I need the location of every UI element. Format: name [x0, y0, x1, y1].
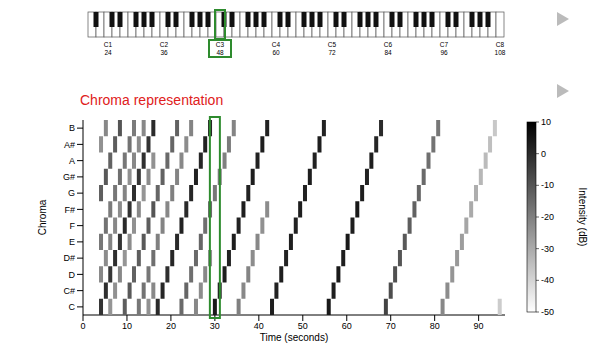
svg-text:C5: C5	[328, 41, 337, 48]
svg-text:30: 30	[210, 321, 220, 331]
svg-text:10: 10	[122, 321, 132, 331]
svg-text:A: A	[69, 156, 75, 166]
svg-text:Chroma: Chroma	[37, 199, 48, 235]
svg-text:70: 70	[386, 321, 396, 331]
svg-text:C1: C1	[104, 41, 113, 48]
svg-text:72: 72	[328, 49, 336, 56]
svg-text:C2: C2	[160, 41, 169, 48]
svg-text:80: 80	[430, 321, 440, 331]
svg-text:-50: -50	[541, 307, 554, 317]
svg-text:C6: C6	[384, 41, 393, 48]
svg-text:96: 96	[440, 49, 448, 56]
svg-text:-40: -40	[541, 275, 554, 285]
svg-text:F#: F#	[64, 205, 75, 215]
svg-text:0: 0	[541, 149, 546, 159]
svg-text:40: 40	[254, 321, 264, 331]
svg-text:B: B	[69, 123, 75, 133]
svg-text:C4: C4	[272, 41, 281, 48]
svg-text:24: 24	[104, 49, 112, 56]
svg-text:90: 90	[474, 321, 484, 331]
svg-text:50: 50	[298, 321, 308, 331]
svg-text:A#: A#	[64, 140, 75, 150]
svg-text:C3: C3	[216, 41, 225, 48]
svg-text:C: C	[69, 302, 76, 312]
svg-text:48: 48	[216, 49, 224, 56]
svg-text:Chroma representation: Chroma representation	[80, 92, 223, 108]
svg-text:108: 108	[495, 49, 506, 56]
svg-text:Time (seconds): Time (seconds)	[260, 332, 329, 343]
svg-text:36: 36	[160, 49, 168, 56]
svg-text:0: 0	[80, 321, 85, 331]
svg-text:-30: -30	[541, 244, 554, 254]
svg-text:G#: G#	[63, 172, 75, 182]
svg-text:F: F	[70, 221, 76, 231]
svg-text:Intensity (dB): Intensity (dB)	[577, 188, 588, 247]
svg-text:E: E	[69, 237, 75, 247]
svg-text:-10: -10	[541, 180, 554, 190]
svg-text:C8: C8	[496, 41, 505, 48]
svg-text:60: 60	[342, 321, 352, 331]
svg-text:G: G	[68, 188, 75, 198]
svg-text:84: 84	[384, 49, 392, 56]
svg-text:C#: C#	[63, 286, 75, 296]
svg-text:60: 60	[272, 49, 280, 56]
svg-text:20: 20	[166, 321, 176, 331]
svg-text:D: D	[69, 270, 76, 280]
svg-text:D#: D#	[63, 253, 75, 263]
svg-text:C7: C7	[440, 41, 449, 48]
svg-text:-20: -20	[541, 212, 554, 222]
svg-text:10: 10	[541, 117, 551, 127]
